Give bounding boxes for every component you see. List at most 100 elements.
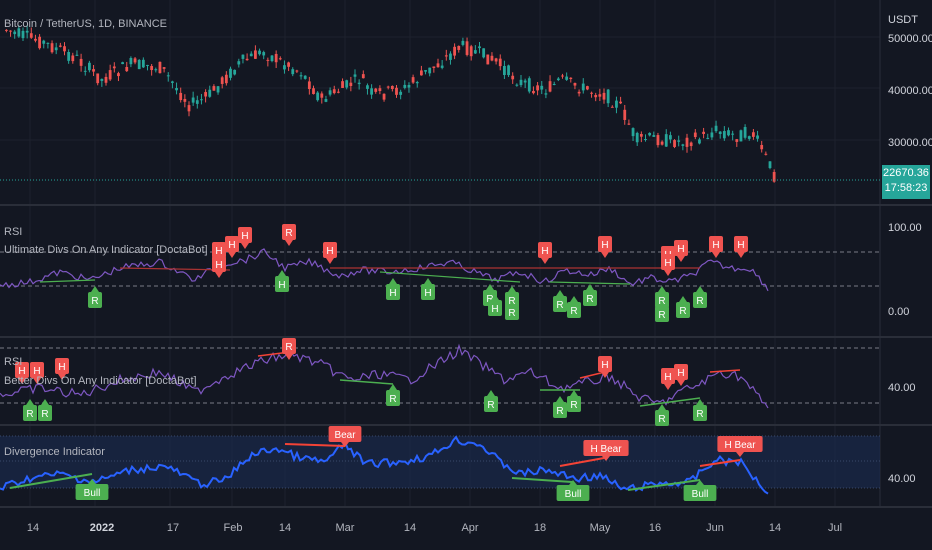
candle-body — [378, 88, 382, 92]
pane1-bear-marker-text: R — [285, 228, 292, 239]
pane1-subtitle[interactable]: Ultimate Divs On Any Indicator [DoctaBot… — [4, 244, 208, 256]
candle-body — [718, 131, 722, 135]
pane1-bear-marker-box — [225, 236, 239, 252]
pane2-bull-marker-pointer — [556, 396, 564, 402]
candle-body — [586, 86, 589, 90]
pane1-title[interactable]: RSI — [4, 226, 23, 238]
candle-body — [25, 30, 29, 33]
pane2-bear-marker-text: H — [33, 366, 40, 377]
pane3-title[interactable]: Divergence Indicator — [4, 446, 105, 458]
pane2-bull-marker: R — [23, 399, 37, 421]
pane2-rsi-line — [0, 343, 769, 409]
pane1-bear-marker-text: H — [215, 260, 222, 271]
candle-body — [403, 84, 407, 88]
candle-body — [714, 125, 718, 132]
pane1-bull-marker-pointer — [586, 284, 594, 290]
pane2-bear-marker-box — [674, 364, 688, 380]
candle-body — [735, 139, 739, 142]
candle-body — [677, 140, 681, 142]
pane2-title[interactable]: RSI — [4, 356, 23, 368]
pane2-bull-marker-box — [693, 405, 707, 421]
pane3-bear-label: H Bear — [717, 436, 763, 457]
pane1-bull-marker-text: R — [508, 308, 515, 319]
candle-body — [552, 83, 556, 85]
candle-body — [498, 58, 502, 67]
candle-body — [79, 58, 83, 66]
candle-body — [486, 54, 490, 65]
pane1-axis-label: 100.00 — [888, 222, 922, 234]
pane2-bull-marker-pointer — [696, 399, 704, 405]
pane1-bear-marker: H — [238, 227, 252, 249]
candle-body — [166, 75, 170, 77]
pane2-bear-marker-text: H — [677, 368, 684, 379]
candle-body — [760, 145, 764, 150]
candle-body — [465, 41, 469, 55]
candle-body — [627, 123, 631, 125]
candle-body — [133, 58, 137, 63]
pane1-bear-marker-box — [212, 242, 226, 258]
candle-body — [262, 52, 266, 56]
candle-body — [92, 69, 95, 72]
candle-body — [519, 79, 523, 86]
pane3-bull-label-text: Bull — [565, 489, 582, 500]
pane3-bull-label-box — [683, 485, 717, 501]
pane1-bear-marker-text: H — [541, 246, 548, 257]
candle-body — [503, 65, 506, 76]
pane1-bear-marker: H — [538, 242, 552, 264]
pane1-bull-marker-pointer — [679, 296, 687, 302]
candle-body — [639, 134, 643, 137]
candle-body — [29, 33, 33, 38]
candle-body — [274, 53, 278, 63]
pane1-bull-marker-pointer — [508, 286, 516, 292]
candle-body — [270, 55, 274, 62]
pane1-bear-marker-pointer — [228, 252, 236, 258]
bar-countdown: 17:58:23 — [884, 182, 928, 194]
candle-body — [241, 54, 245, 59]
candle-body — [490, 55, 494, 61]
candle-body — [9, 30, 12, 32]
candle-body — [150, 66, 154, 71]
candle-body — [407, 85, 411, 88]
pane2-bull-marker-box — [386, 390, 400, 406]
candle-body — [212, 86, 216, 91]
candle-body — [249, 53, 253, 57]
candle-body — [208, 89, 212, 97]
pane1-bear-marker-text: H — [601, 240, 608, 251]
candle-body — [88, 62, 91, 71]
candle-body — [598, 94, 602, 97]
candle-body — [469, 46, 473, 57]
candle-body — [328, 90, 332, 95]
candle-body — [17, 28, 21, 37]
pane3-bull-label: Bull — [75, 479, 109, 500]
candle-body — [420, 70, 423, 76]
candle-body — [461, 40, 465, 45]
pane2-bear-marker-text: H — [664, 372, 671, 383]
pane2-bull-marker-text: R — [389, 394, 396, 405]
symbol-title[interactable]: Bitcoin / TetherUS, 1D, BINANCE — [4, 18, 168, 30]
pane1-bull-marker-text: H — [424, 288, 431, 299]
candle-body — [200, 99, 203, 101]
candle-body — [112, 66, 116, 69]
pane1-bear-marker-box — [323, 242, 337, 258]
pane1-bull-marker: H — [488, 294, 502, 316]
candle-body — [353, 74, 357, 77]
candle-body — [565, 76, 569, 80]
pane1-axis-label: 0.00 — [888, 306, 909, 318]
pane1-bear-marker-pointer — [601, 252, 609, 258]
pane2-bull-marker: R — [386, 384, 400, 406]
pane2-subtitle[interactable]: Better Divs On Any Indicator [DoctaBot] — [4, 375, 197, 387]
pane2-bull-marker: R — [553, 396, 567, 418]
pane2-bear-marker: H — [598, 356, 612, 378]
pane1-bull-marker-box — [655, 306, 669, 322]
candle-body — [75, 54, 79, 56]
candle-body — [137, 59, 141, 70]
time-axis-label: Jul — [828, 522, 842, 534]
pane2-bear-marker-pointer — [285, 354, 293, 360]
pane1-bear-marker-text: H — [241, 231, 248, 242]
pane1-bull-marker-box — [386, 284, 400, 300]
candle-body — [162, 67, 166, 69]
candle-body — [337, 91, 340, 93]
candle-body — [577, 91, 581, 94]
candle-body — [316, 92, 320, 101]
